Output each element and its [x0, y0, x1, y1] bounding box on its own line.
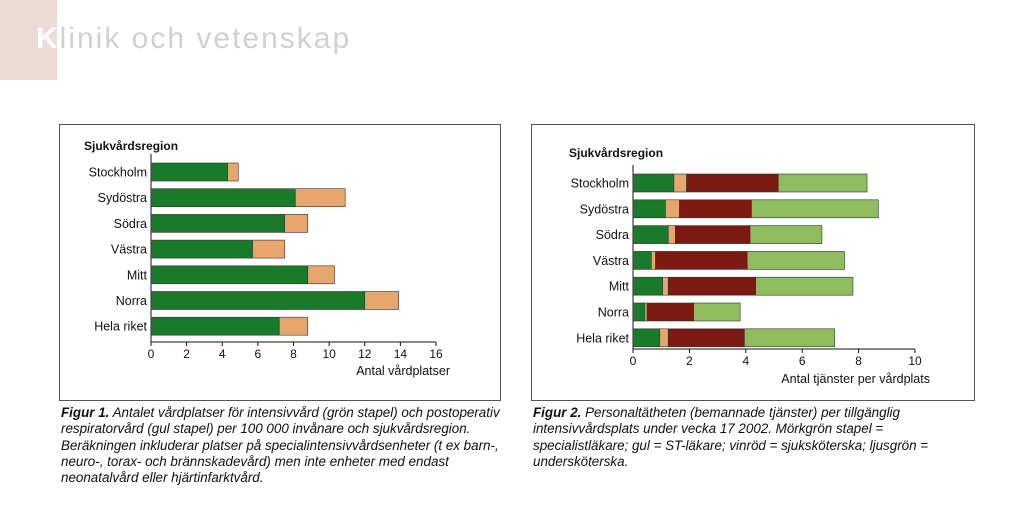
fig2-x-tick-label: 8: [855, 354, 862, 368]
fig1-category-label: Södra: [114, 217, 147, 231]
figure-1-caption-text: Antalet vårdplatser för intensivvård (gr…: [61, 405, 500, 486]
figure-2-caption: Figur 2. Personaltätheten (bemannade tjä…: [533, 405, 978, 470]
fig2-bar-segment: [744, 328, 835, 348]
fig2-bar-segment: [662, 276, 669, 296]
fig2-bar-segment: [632, 173, 675, 193]
section-header-text: linik och vetenskap: [59, 22, 352, 55]
fig1-category-label: Mitt: [127, 268, 148, 282]
fig1-category-label: Stockholm: [89, 166, 147, 180]
fig1-bar-segment: [307, 265, 335, 285]
fig1-x-tick-label: 4: [219, 347, 226, 361]
fig2-region-label: Sjukvårdsregion: [569, 146, 663, 160]
fig2-bar-segment: [665, 199, 680, 219]
section-header: Klinik och vetenskap: [36, 22, 351, 56]
figure-2-caption-text: Personaltätheten (bemannade tjänster) pe…: [533, 405, 929, 469]
fig2-bar-segment: [644, 302, 648, 322]
fig2-category-label: Stockholm: [571, 177, 629, 191]
fig2-category-label: Hela riket: [576, 331, 629, 345]
fig1-bar-segment: [150, 291, 366, 310]
fig1-x-tick-label: 10: [322, 347, 336, 361]
fig1-bar-segment: [150, 214, 285, 233]
fig1-x-tick-label: 0: [148, 347, 155, 361]
fig2-x-tick-label: 4: [742, 354, 749, 368]
fig2-category-label: Norra: [598, 306, 629, 320]
fig2-bar-segment: [746, 251, 845, 270]
fig2-bar-segment: [679, 199, 752, 219]
fig2-bar-segment: [655, 251, 748, 270]
fig2-x-tick-label: 0: [630, 354, 637, 368]
figure-1-caption-label: Figur 1.: [61, 405, 110, 420]
fig1-x-axis-label: Antal vårdplatser: [356, 364, 450, 378]
fig1-bar-segment: [284, 214, 309, 233]
fig1-x-tick-label: 2: [183, 347, 190, 361]
fig1-bar-segment: [150, 265, 309, 285]
fig1-x-tick-label: 14: [394, 347, 408, 361]
fig2-bar-segment: [632, 328, 661, 348]
section-header-initial: K: [36, 22, 60, 55]
fig2-bar-segment: [632, 302, 646, 322]
fig1-bar-segment: [150, 162, 228, 182]
fig2-bar-segment: [686, 173, 779, 193]
fig2-bar-segment: [667, 328, 745, 348]
header-accent-block: [0, 0, 57, 80]
fig2-bar-segment: [632, 199, 666, 219]
fig2-category-label: Västra: [593, 254, 629, 268]
fig2-bar-segment: [646, 302, 694, 322]
fig2-bar-segment: [651, 251, 656, 270]
fig2-bar-segment: [667, 225, 676, 244]
fig1-bar-segment: [364, 291, 399, 310]
fig2-bar-segment: [632, 225, 669, 244]
fig2-bar-segment: [675, 225, 751, 244]
fig2-x-axis-label: Antal tjänster per vårdplats: [781, 372, 930, 386]
figure-1-chart: Sjukvårdsregion Stockholm Sydöstra Södra Väs…: [84, 139, 450, 378]
fig2-bar-segment: [659, 328, 669, 348]
fig2-x-tick-label: 6: [799, 354, 806, 368]
fig1-x-tick-label: 8: [290, 347, 297, 361]
figure-2-chart: Sjukvårdsregion Stockholm Sydöstra Södra Väs…: [569, 146, 930, 386]
fig2-bar-segment: [749, 225, 823, 244]
fig1-category-label: Västra: [111, 243, 147, 257]
fig1-bar-segment: [252, 239, 285, 259]
fig1-bar-segment: [227, 162, 239, 182]
fig2-x-tick-label: 2: [686, 354, 693, 368]
fig2-bar-segment: [632, 276, 663, 296]
fig2-bar-segment: [751, 199, 879, 219]
figure-2-panel: Sjukvårdsregion Stockholm Sydöstra Södra Väs…: [531, 124, 975, 401]
fig1-category-label: Hela riket: [94, 320, 147, 334]
fig1-bar-segment: [294, 188, 346, 208]
figure-1-panel: Sjukvårdsregion Stockholm Sydöstra Södra Väs…: [59, 124, 501, 401]
fig1-x-tick-label: 16: [429, 347, 443, 361]
fig2-category-label: Södra: [596, 228, 629, 242]
fig2-bar-segment: [693, 302, 741, 322]
fig2-x-tick-label: 10: [908, 354, 922, 368]
figure-2-caption-label: Figur 2.: [533, 405, 582, 420]
fig1-bar-segment: [150, 316, 280, 336]
fig1-x-tick-label: 12: [358, 347, 372, 361]
fig2-bar-segment: [755, 276, 854, 296]
fig2-category-label: Mitt: [609, 280, 630, 294]
fig2-bar-segment: [777, 173, 868, 193]
fig1-bar-segment: [150, 239, 253, 259]
fig2-bar-segment: [632, 251, 652, 270]
fig1-bar-segment: [278, 316, 309, 336]
fig2-bar-segment: [667, 276, 756, 296]
fig2-bar-segment: [673, 173, 687, 193]
fig2-category-label: Sydöstra: [580, 202, 629, 216]
fig1-category-label: Sydöstra: [98, 191, 147, 205]
fig1-bar-segment: [150, 188, 296, 208]
fig1-region-label: Sjukvårdsregion: [84, 139, 178, 153]
fig1-category-label: Norra: [116, 294, 147, 308]
figure-1-caption: Figur 1. Antalet vårdplatser för intensi…: [61, 405, 506, 486]
fig1-x-tick-label: 6: [255, 347, 262, 361]
